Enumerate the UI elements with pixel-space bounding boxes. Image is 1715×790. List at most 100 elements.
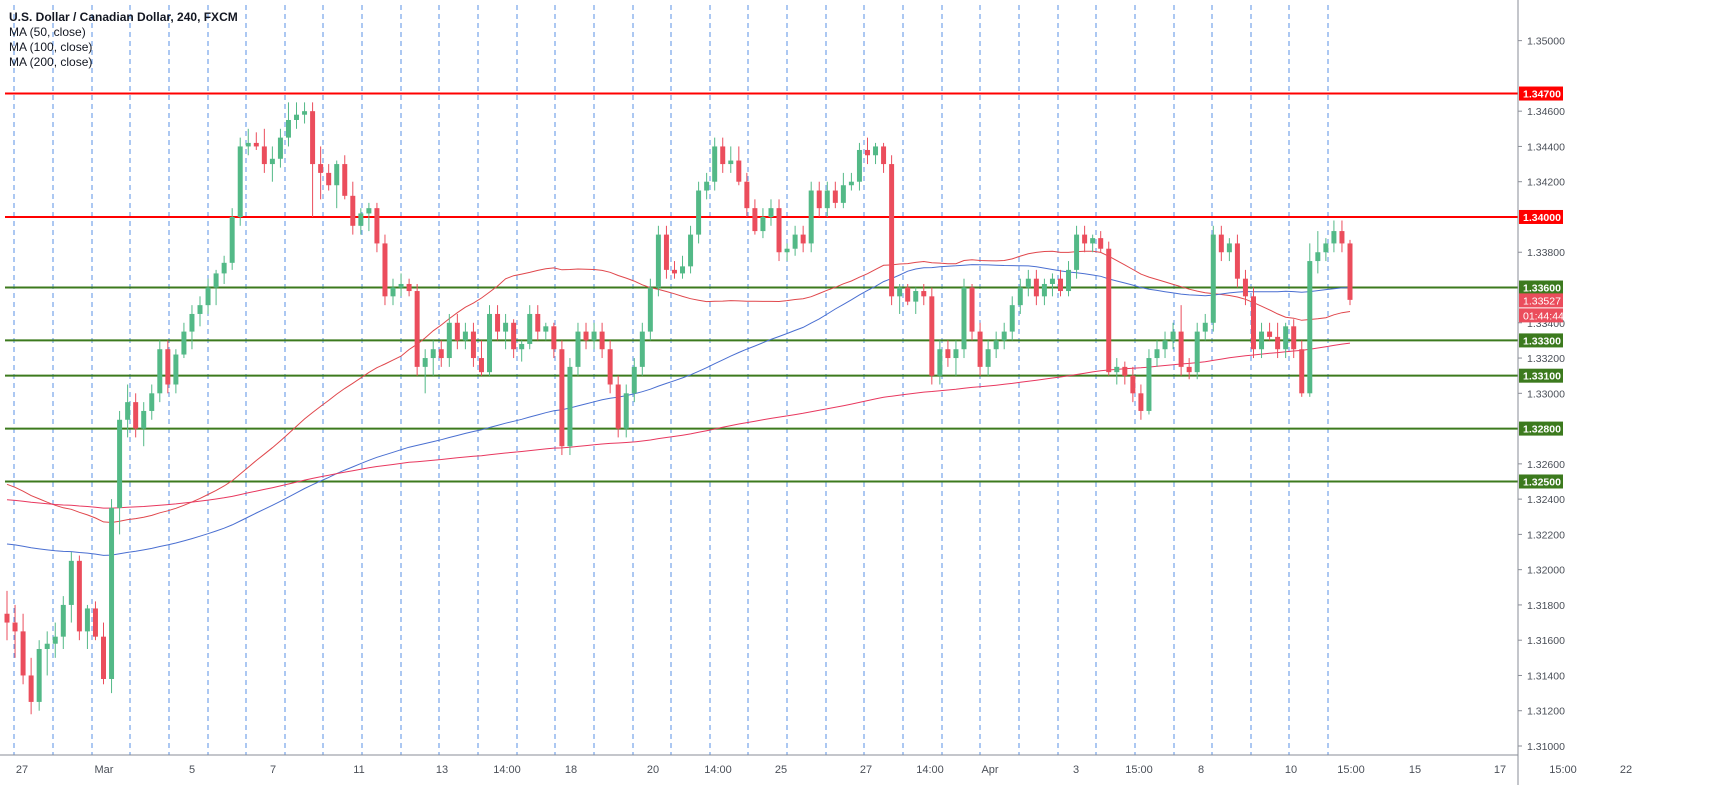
level-badge-1.33100 [1519, 368, 1563, 383]
candle-down [1186, 366, 1192, 373]
candle-down [511, 322, 517, 350]
candle-up [213, 273, 219, 288]
candle-up [631, 366, 637, 394]
ma100-legend[interactable]: MA (100, close) [9, 40, 93, 54]
last-price-label: 1.33527 [1523, 295, 1561, 307]
candle-up [993, 340, 999, 350]
candle-up [680, 266, 686, 274]
candle-up [1025, 278, 1031, 288]
candle-up [760, 216, 766, 232]
time-tick-label: 10 [1285, 764, 1297, 776]
candle-up [358, 213, 364, 226]
candle-up [840, 185, 846, 203]
time-tick-label: 5 [189, 764, 195, 776]
candle-down [1267, 331, 1273, 337]
candle-down [615, 384, 621, 429]
candle-down [1275, 336, 1281, 350]
price-tick-label: 1.34400 [1527, 141, 1565, 153]
candle-down [438, 349, 444, 359]
candle-down [1082, 234, 1088, 244]
candle-up [913, 291, 919, 302]
price-tick-label: 1.34600 [1527, 106, 1565, 118]
candle-down [92, 608, 98, 637]
candle-up [149, 393, 155, 411]
time-tick-label: 15:00 [1125, 764, 1153, 776]
candle-down [326, 172, 332, 186]
candle-up [688, 234, 694, 267]
candle-down [720, 146, 726, 165]
candle-up [873, 146, 879, 156]
candle-up [575, 331, 581, 367]
candle-up [1323, 243, 1329, 253]
candle-up [1226, 243, 1232, 253]
time-tick-label: 3 [1073, 764, 1079, 776]
candle-down [165, 349, 171, 385]
time-tick-label: 14:00 [916, 764, 944, 776]
candle-down [945, 349, 951, 359]
candle-up [1170, 331, 1176, 341]
candle-up [712, 146, 718, 182]
candle-down [1098, 238, 1104, 249]
symbol-title[interactable]: U.S. Dollar / Canadian Dollar, 240, FXCM [9, 10, 238, 24]
candle-up [181, 331, 187, 355]
candle-up [728, 160, 734, 165]
candle-up [117, 419, 123, 508]
candle-up [334, 164, 340, 186]
candle-up [285, 119, 291, 138]
candle-up [1202, 322, 1208, 332]
price-tick-label: 1.33800 [1527, 247, 1565, 259]
level-badge-label: 1.32500 [1523, 476, 1561, 488]
candle-down [454, 322, 460, 341]
candle-up [221, 262, 227, 274]
candle-down [406, 283, 412, 292]
candle-up [953, 349, 959, 359]
candle-up [430, 349, 436, 359]
price-tick-label: 1.33200 [1527, 353, 1565, 365]
session-separators [13, 5, 1329, 755]
time-tick-label: 27 [16, 764, 28, 776]
candle-down [28, 675, 34, 702]
candle-up [1049, 278, 1055, 284]
candle-down [342, 164, 348, 196]
candle-up [197, 305, 203, 314]
candle-down [414, 291, 420, 367]
price-tick-label: 1.31800 [1527, 600, 1565, 612]
level-badge-label: 1.34000 [1523, 212, 1561, 224]
candle-up [422, 358, 428, 367]
level-badge-label: 1.32800 [1523, 424, 1561, 436]
candle-up [824, 190, 830, 209]
candle-down [864, 149, 870, 156]
level-badge-1.32500 [1519, 474, 1563, 489]
candle-down [776, 208, 782, 253]
level-badge-label: 1.33600 [1523, 283, 1561, 295]
candle-down [253, 142, 259, 147]
candle-up [52, 636, 58, 644]
candle-down [1299, 349, 1305, 394]
candle-up [1146, 358, 1152, 411]
candle-down [921, 291, 927, 297]
candle-down [12, 622, 18, 632]
candle-up [808, 190, 814, 244]
candle-up [696, 190, 702, 235]
candle-up [44, 643, 50, 650]
candle-down [663, 234, 669, 270]
candle-up [768, 208, 774, 217]
price-tick-label: 1.32400 [1527, 494, 1565, 506]
candle-up [985, 349, 991, 367]
candle-up [1009, 305, 1015, 332]
ma200-legend[interactable]: MA (200, close) [9, 55, 93, 69]
candle-up [591, 331, 597, 341]
time-tick-label: Mar [95, 764, 114, 776]
ma50-legend[interactable]: MA (50, close) [9, 25, 86, 39]
candle-up [519, 343, 525, 350]
candle-down [816, 190, 822, 209]
candle-down [744, 181, 750, 209]
last-price-badge [1519, 293, 1563, 308]
candle-down [1251, 296, 1256, 350]
candle-down [478, 358, 484, 373]
candle-down [76, 560, 82, 632]
price-tick-label: 1.33000 [1527, 388, 1565, 400]
candle-up [897, 287, 903, 297]
